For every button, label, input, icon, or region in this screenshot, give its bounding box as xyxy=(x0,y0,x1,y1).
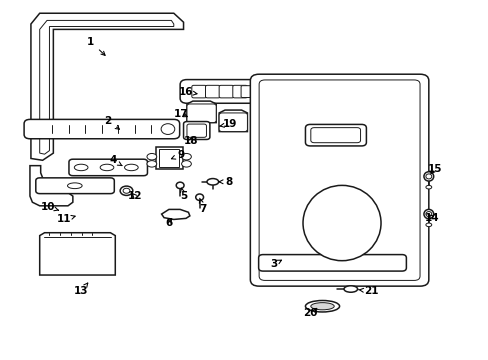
FancyBboxPatch shape xyxy=(24,120,179,139)
Text: 20: 20 xyxy=(303,308,317,318)
Ellipse shape xyxy=(425,185,431,189)
Polygon shape xyxy=(219,110,247,132)
Text: 4: 4 xyxy=(109,155,122,166)
Ellipse shape xyxy=(100,164,114,171)
FancyBboxPatch shape xyxy=(186,104,216,123)
FancyBboxPatch shape xyxy=(258,255,406,271)
FancyBboxPatch shape xyxy=(183,122,209,139)
FancyBboxPatch shape xyxy=(186,124,206,137)
Ellipse shape xyxy=(425,174,431,179)
FancyBboxPatch shape xyxy=(250,74,428,286)
Ellipse shape xyxy=(310,303,333,310)
Ellipse shape xyxy=(425,223,431,226)
Text: 8: 8 xyxy=(219,177,232,187)
Ellipse shape xyxy=(67,183,82,189)
Text: 9: 9 xyxy=(171,150,184,160)
Text: 19: 19 xyxy=(219,120,237,129)
Text: 21: 21 xyxy=(358,286,378,296)
Ellipse shape xyxy=(124,164,138,171)
FancyBboxPatch shape xyxy=(241,86,251,98)
Text: 11: 11 xyxy=(57,215,75,224)
Polygon shape xyxy=(40,233,115,275)
Polygon shape xyxy=(31,13,183,160)
Ellipse shape xyxy=(181,161,191,167)
FancyBboxPatch shape xyxy=(205,85,220,98)
Text: 14: 14 xyxy=(424,213,439,222)
FancyBboxPatch shape xyxy=(259,80,419,280)
FancyBboxPatch shape xyxy=(219,85,233,98)
Text: 17: 17 xyxy=(173,109,188,119)
Text: 16: 16 xyxy=(179,87,197,97)
Polygon shape xyxy=(186,101,216,123)
Text: 18: 18 xyxy=(183,136,198,145)
Ellipse shape xyxy=(206,179,218,185)
FancyBboxPatch shape xyxy=(191,85,206,98)
Polygon shape xyxy=(161,210,189,220)
Text: 12: 12 xyxy=(127,191,142,201)
Polygon shape xyxy=(30,166,73,206)
Ellipse shape xyxy=(303,185,380,261)
Polygon shape xyxy=(156,147,182,169)
FancyBboxPatch shape xyxy=(219,113,247,132)
Ellipse shape xyxy=(147,161,157,167)
Text: 15: 15 xyxy=(427,164,441,174)
Polygon shape xyxy=(40,21,173,154)
Ellipse shape xyxy=(181,153,191,160)
FancyBboxPatch shape xyxy=(232,85,247,98)
Bar xyxy=(158,149,179,167)
Ellipse shape xyxy=(176,182,183,189)
Text: 2: 2 xyxy=(104,116,119,129)
Ellipse shape xyxy=(120,186,133,195)
FancyBboxPatch shape xyxy=(36,178,114,194)
FancyBboxPatch shape xyxy=(305,125,366,146)
Ellipse shape xyxy=(425,212,431,217)
Text: 7: 7 xyxy=(199,198,206,214)
Ellipse shape xyxy=(423,210,433,219)
FancyBboxPatch shape xyxy=(69,159,147,176)
Text: 1: 1 xyxy=(87,37,105,55)
Ellipse shape xyxy=(343,286,357,292)
FancyBboxPatch shape xyxy=(310,128,360,143)
Text: 6: 6 xyxy=(165,218,172,228)
Ellipse shape xyxy=(423,172,433,181)
Ellipse shape xyxy=(123,188,130,193)
Text: 3: 3 xyxy=(269,259,281,269)
Ellipse shape xyxy=(305,301,339,312)
Ellipse shape xyxy=(74,164,88,171)
Ellipse shape xyxy=(195,194,203,201)
FancyBboxPatch shape xyxy=(180,80,258,103)
Ellipse shape xyxy=(161,124,174,134)
Text: 13: 13 xyxy=(74,283,88,296)
Ellipse shape xyxy=(147,153,157,160)
Text: 10: 10 xyxy=(41,202,59,212)
Text: 5: 5 xyxy=(180,188,187,201)
